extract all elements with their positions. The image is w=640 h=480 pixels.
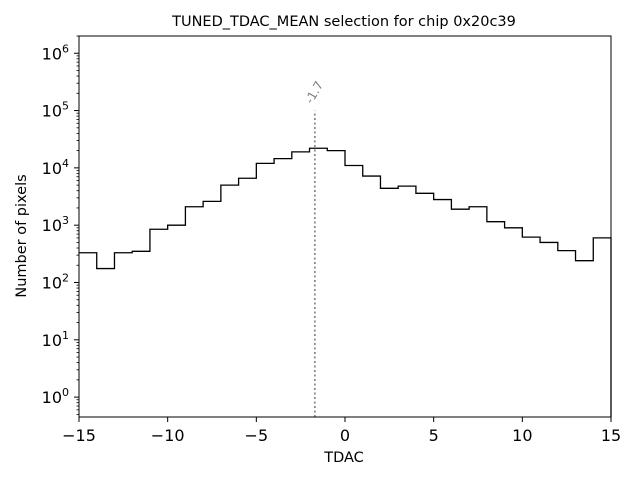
y-tick-exponent: 3 [62, 214, 69, 227]
x-tick-label: 10 [512, 426, 532, 445]
y-tick-label: 101 [42, 329, 69, 350]
y-tick-label: 106 [42, 42, 69, 63]
y-tick-base: 10 [42, 102, 62, 121]
y-tick-label: 102 [42, 272, 69, 293]
y-tick-base: 10 [42, 331, 62, 350]
y-tick-label: 103 [42, 214, 69, 235]
y-tick-exponent: 1 [62, 329, 69, 342]
y-tick-exponent: 6 [62, 42, 69, 55]
y-axis-label: Number of pixels [14, 174, 30, 297]
x-axis-label: TDAC [323, 450, 364, 466]
x-tick-label: 5 [429, 426, 439, 445]
y-tick-base: 10 [42, 274, 62, 293]
y-tick-base: 10 [42, 159, 62, 178]
chart-title: TUNED_TDAC_MEAN selection for chip 0x20c… [171, 14, 516, 30]
y-tick-exponent: 2 [62, 272, 69, 285]
y-tick-label: 105 [42, 100, 69, 121]
plot-area [79, 36, 611, 417]
x-tick-label: −10 [151, 426, 185, 445]
x-tick-label: −15 [62, 426, 96, 445]
y-tick-base: 10 [42, 216, 62, 235]
x-tick-label: −5 [245, 426, 269, 445]
y-tick-label: 100 [42, 386, 69, 407]
y-tick-base: 10 [42, 388, 62, 407]
y-tick-exponent: 4 [62, 157, 69, 170]
x-axis-ticks: −15 −10 −5 0 5 10 15 [62, 417, 621, 445]
y-tick-exponent: 5 [62, 100, 69, 113]
x-tick-label: 0 [340, 426, 350, 445]
y-tick-exponent: 0 [62, 386, 69, 399]
y-tick-base: 10 [42, 44, 62, 63]
x-tick-label: 15 [601, 426, 621, 445]
y-tick-label: 104 [42, 157, 69, 178]
histogram-step-line [79, 147, 612, 417]
